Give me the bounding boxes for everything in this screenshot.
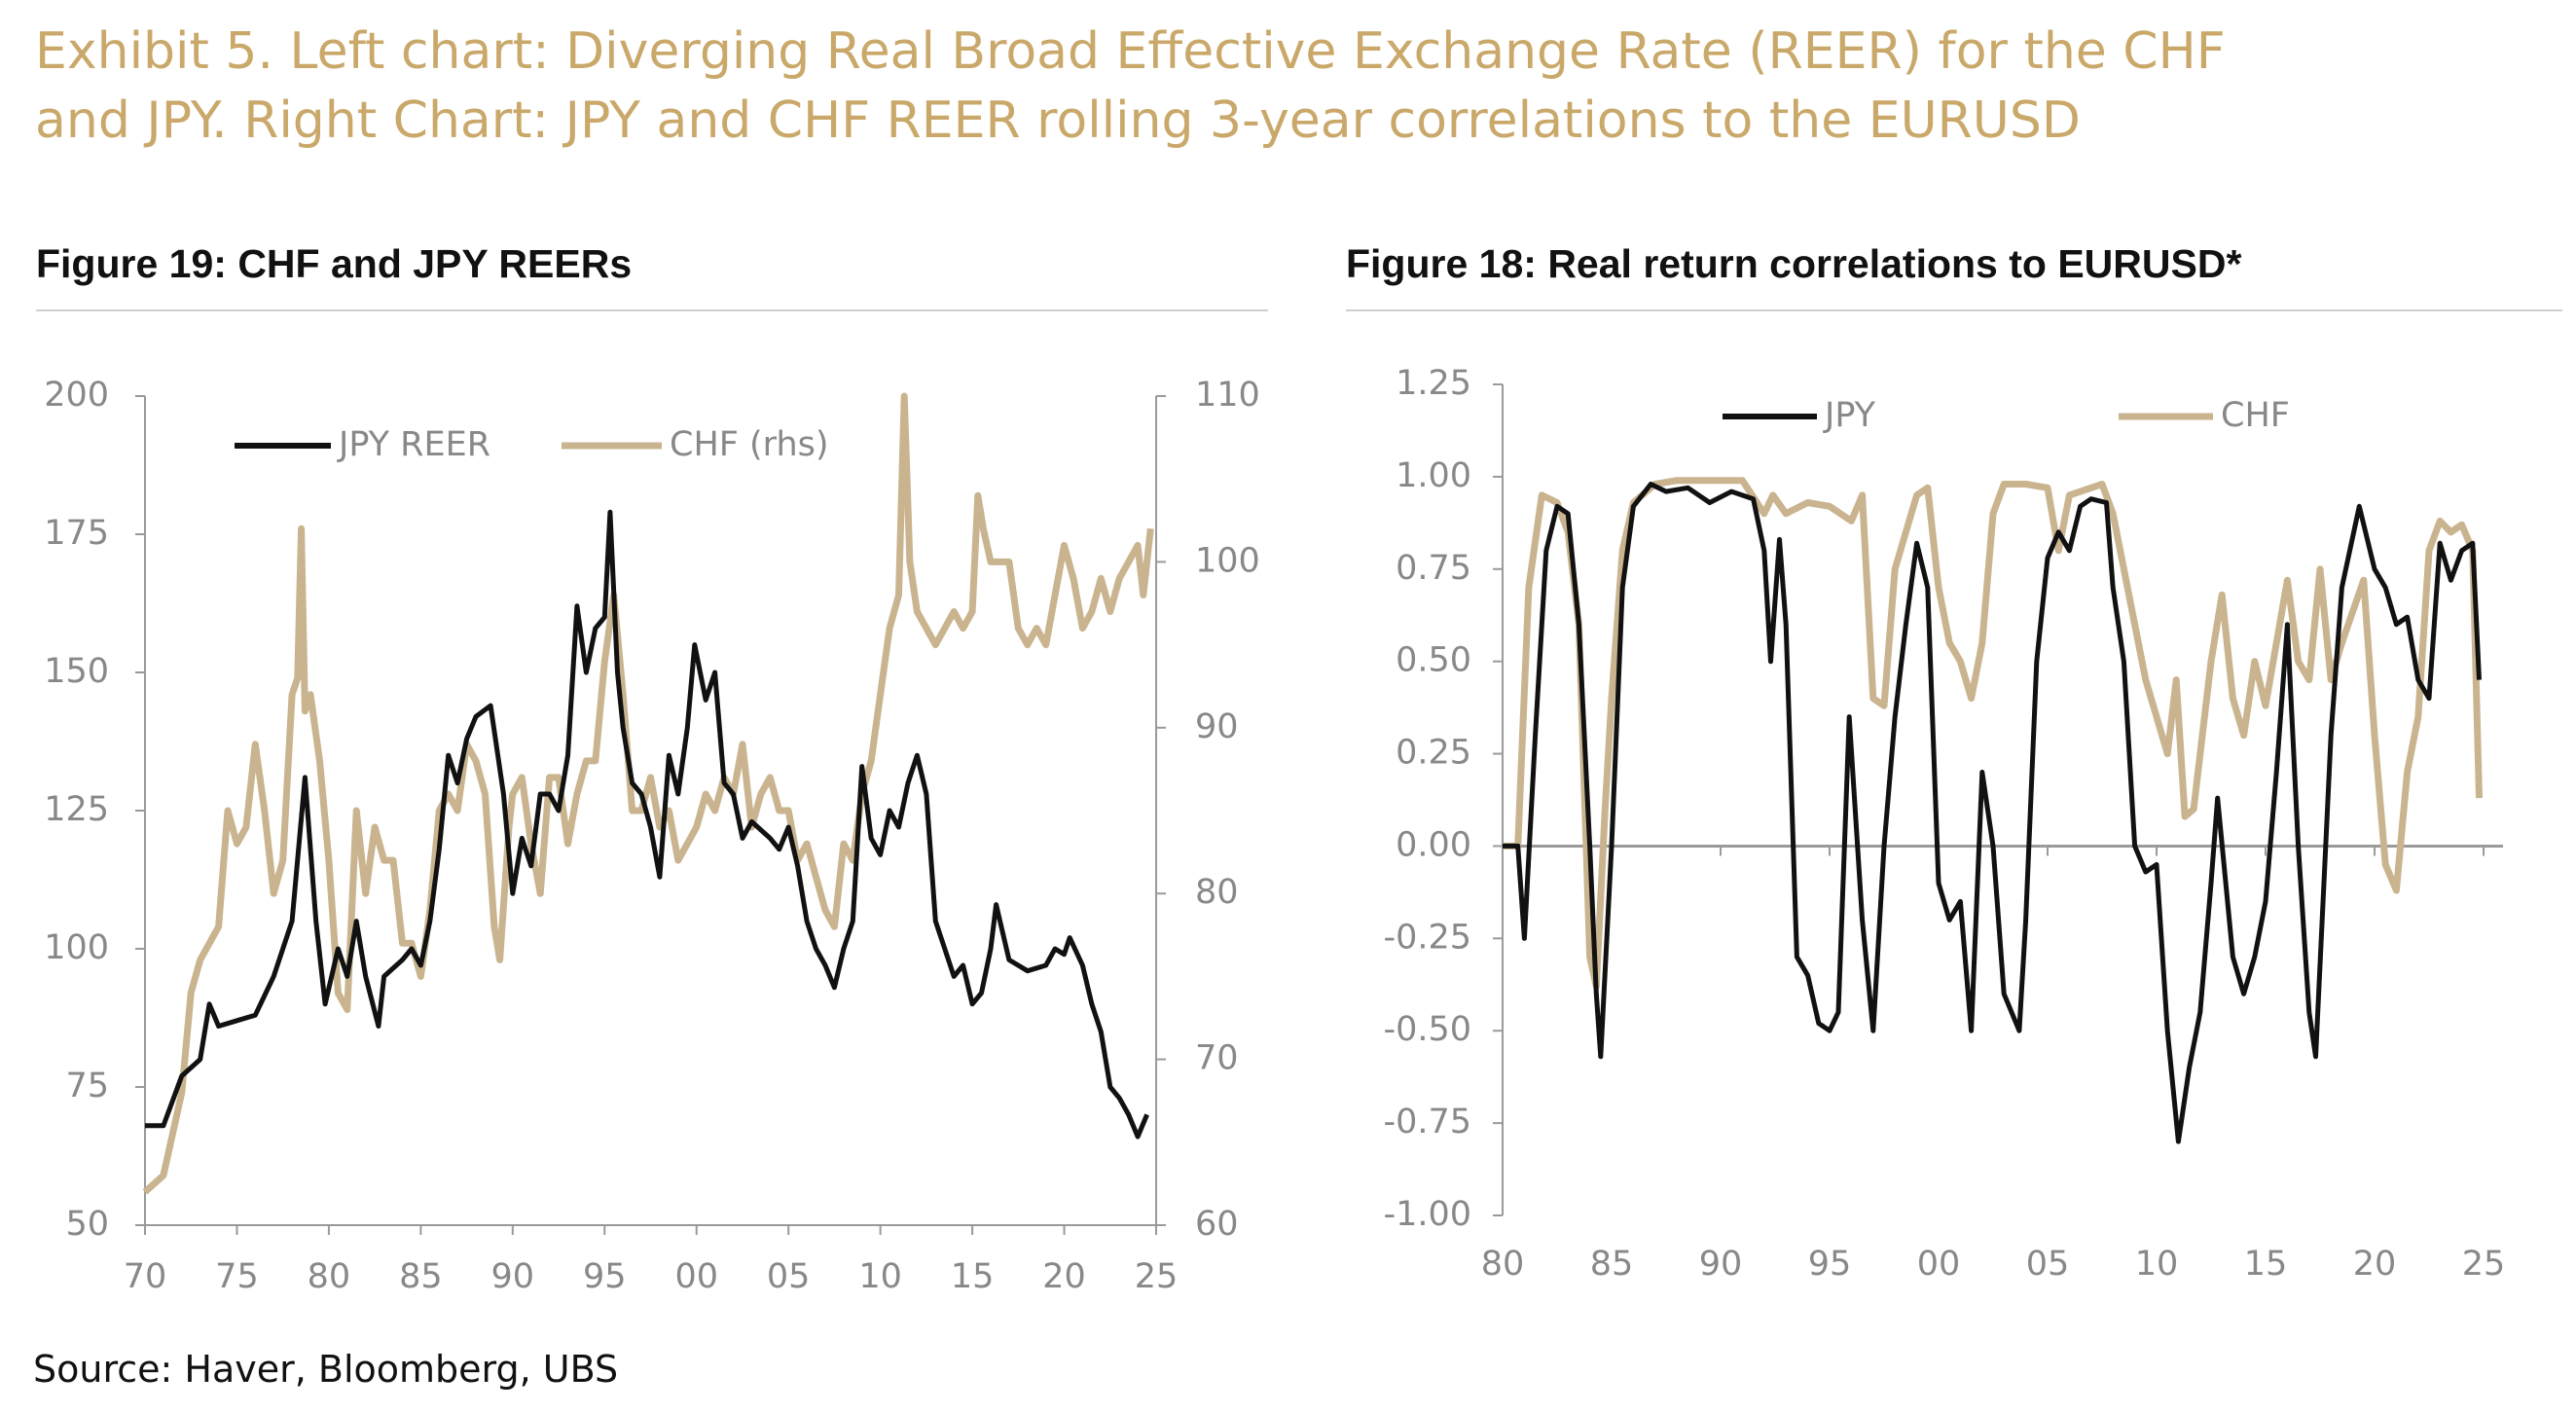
exhibit-title: Exhibit 5. Left chart: Diverging Real Br… — [35, 18, 2226, 156]
x-tick-label: 85 — [399, 1257, 443, 1296]
x-tick-label: 90 — [491, 1257, 535, 1296]
x-tick-label: 05 — [767, 1257, 811, 1296]
y-tick-label: 0.00 — [1396, 825, 1471, 864]
y-tick-label: 0.50 — [1396, 641, 1471, 680]
source-note: Source: Haver, Bloomberg, UBS — [33, 1348, 619, 1391]
y-tick-label: 0.25 — [1396, 734, 1471, 773]
x-tick-label: 15 — [951, 1257, 995, 1296]
y2-tick-label: 80 — [1195, 873, 1239, 912]
x-tick-label: 80 — [1481, 1245, 1525, 1284]
y-tick-label: 125 — [44, 790, 109, 829]
y2-tick-label: 90 — [1195, 707, 1239, 746]
x-tick-label: 20 — [1042, 1257, 1086, 1296]
x-tick-label: 75 — [215, 1257, 259, 1296]
x-tick-label: 25 — [1135, 1257, 1179, 1296]
y-tick-label: -0.75 — [1383, 1103, 1471, 1141]
x-tick-label: 25 — [2462, 1245, 2506, 1284]
y-tick-label: -0.25 — [1383, 918, 1471, 957]
y-tick-label: 175 — [44, 514, 109, 553]
chf-reer-line — [142, 392, 1154, 1195]
x-tick-label: 20 — [2353, 1245, 2397, 1284]
x-tick-label: 00 — [674, 1257, 718, 1296]
x-tick-label: 10 — [858, 1257, 902, 1296]
x-tick-label: 05 — [2026, 1245, 2070, 1284]
x-tick-label: 00 — [1917, 1245, 1961, 1284]
y-tick-label: 200 — [44, 376, 109, 415]
legend-jpy-label: JPY — [1823, 396, 1876, 435]
y2-tick-label: 70 — [1195, 1039, 1239, 1078]
right-chart-title: Figure 18: Real return correlations to E… — [1346, 241, 2242, 286]
y-tick-label: -1.00 — [1383, 1195, 1471, 1234]
x-tick-label: 95 — [1808, 1245, 1852, 1284]
y-tick-label: 100 — [44, 928, 109, 967]
left-chart-title: Figure 19: CHF and JPY REERs — [36, 241, 633, 286]
x-tick-label: 90 — [1699, 1245, 1743, 1284]
exhibit-title-line-1: Exhibit 5. Left chart: Diverging Real Br… — [35, 22, 2226, 81]
y-tick-label: 75 — [65, 1067, 109, 1105]
y2-tick-label: 60 — [1195, 1205, 1239, 1244]
y2-tick-label: 100 — [1195, 541, 1260, 580]
legend-jpy-label: JPY REER — [337, 425, 490, 464]
y-tick-label: -0.50 — [1383, 1010, 1471, 1049]
y-tick-label: 0.75 — [1396, 549, 1471, 588]
x-tick-label: 85 — [1590, 1245, 1634, 1284]
y-tick-label: 1.00 — [1396, 456, 1471, 495]
jpy-reer-line — [145, 509, 1149, 1140]
y2-tick-label: 110 — [1195, 376, 1260, 415]
y-tick-label: 150 — [44, 652, 109, 691]
left-title-divider — [36, 309, 1268, 311]
y-tick-label: 1.25 — [1396, 364, 1471, 403]
x-tick-label: 80 — [308, 1257, 351, 1296]
jpy-corr-line — [1503, 482, 2482, 1144]
x-tick-label: 15 — [2244, 1245, 2288, 1284]
y-tick-label: 50 — [65, 1205, 109, 1244]
x-tick-label: 95 — [583, 1257, 627, 1296]
x-tick-label: 70 — [124, 1257, 167, 1296]
x-tick-label: 10 — [2135, 1245, 2179, 1284]
legend-chf-label: CHF (rhs) — [670, 425, 829, 464]
right-title-divider — [1346, 309, 2562, 311]
exhibit-title-line-2: and JPY. Right Chart: JPY and CHF REER r… — [35, 91, 2081, 150]
legend-chf-label: CHF — [2221, 396, 2290, 435]
